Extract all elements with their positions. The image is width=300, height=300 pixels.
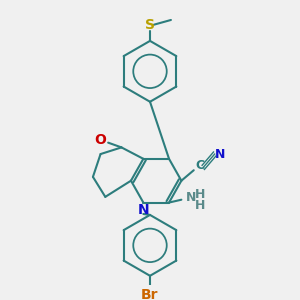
Text: C: C: [196, 159, 205, 172]
Text: N: N: [186, 191, 196, 204]
Text: S: S: [145, 18, 155, 32]
Text: H: H: [195, 199, 206, 212]
Text: N: N: [137, 203, 149, 217]
Text: H: H: [195, 188, 206, 202]
Text: N: N: [215, 148, 226, 160]
Text: O: O: [94, 133, 106, 147]
Text: Br: Br: [141, 288, 159, 300]
